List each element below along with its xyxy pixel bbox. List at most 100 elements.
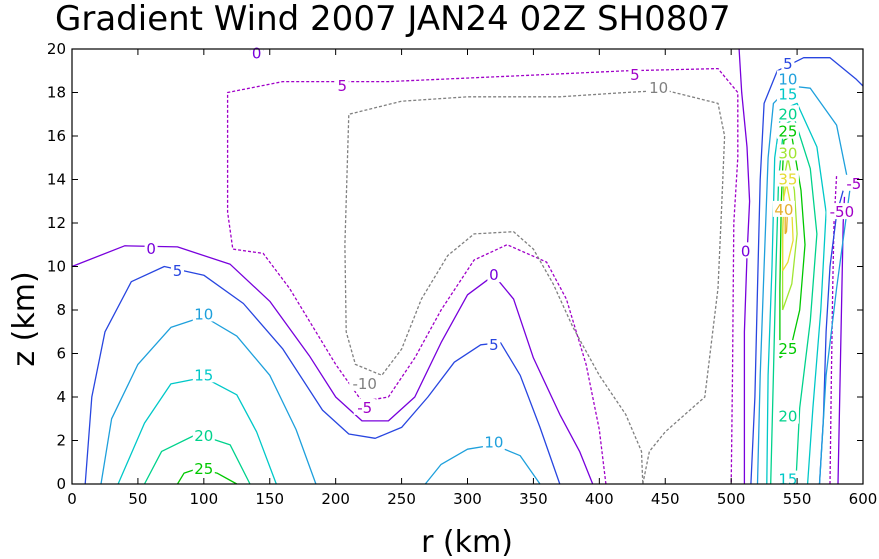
x-tick-label-7: 350 (519, 490, 548, 508)
contour-label-21: 0 (489, 266, 499, 284)
contour-label-5: 10 (778, 70, 797, 88)
contour-label-14: 0 (741, 242, 751, 260)
contour-label-10: 35 (778, 171, 797, 189)
contour-label-22: 5 (489, 336, 499, 354)
y-axis-label: z (km) (7, 271, 42, 366)
contour-label-20: 25 (194, 460, 213, 478)
contour-label-bg-16 (171, 261, 184, 278)
contour-label-8: 25 (778, 123, 797, 141)
contour-layer (71, 48, 864, 485)
contour-label-bg-10 (776, 170, 799, 187)
contour-line-level-10-seg-2 (756, 85, 851, 485)
contour-label-23: 10 (484, 434, 503, 452)
contour-label-bg-25 (353, 398, 376, 415)
contour-label-0: 0 (252, 44, 262, 62)
contour-label-28: 15 (778, 471, 797, 489)
x-tick-label-8: 400 (585, 490, 614, 508)
contour-line-level-0-seg-2 (738, 48, 751, 484)
contour-line-level-5-seg-0 (84, 265, 561, 485)
contour-label-bg-5 (776, 70, 799, 87)
x-tick-label-0: 0 (67, 490, 77, 508)
x-tick-label-12: 600 (849, 490, 878, 508)
x-tick-label-11: 550 (783, 490, 812, 508)
contour-line-level-5-seg-1 (750, 57, 864, 485)
contour-label-layer: 05510510152025303540-5-50005101520250510… (144, 44, 865, 489)
contour-line-level-0-seg-1 (71, 245, 594, 485)
contour-label-4: 5 (783, 55, 793, 73)
contour-label-15: 0 (146, 240, 156, 258)
contour-label-bg-15 (144, 240, 158, 257)
y-tick-label-1: 2 (56, 432, 66, 450)
contour-label-27: 20 (778, 408, 797, 426)
contour-label-17: 10 (194, 305, 213, 323)
contour-label-bg-8 (776, 122, 799, 139)
x-tick-label-4: 200 (321, 490, 350, 508)
contour-label-19: 20 (194, 427, 213, 445)
contour-line-level-25-seg-1 (779, 135, 806, 359)
contour-label-bg-6 (776, 85, 799, 102)
contour-label-bg-20 (192, 459, 215, 476)
contour-line-level--10-seg-0 (344, 89, 726, 485)
y-tick-label-0: 0 (56, 475, 66, 493)
contour-label-bg-7 (776, 105, 799, 122)
tick-layer: 0 50 100 150 200 250 300 350 400 450 500 550 6000246… (47, 40, 877, 508)
contour-label-11: 40 (774, 201, 793, 219)
contour-label-3: 10 (649, 79, 668, 97)
y-tick-label-5: 10 (47, 258, 66, 276)
x-tick-label-9: 450 (651, 490, 680, 508)
contour-label-bg-26 (776, 340, 799, 357)
contour-label-bg-1 (335, 77, 349, 93)
y-tick-label-10: 20 (47, 40, 66, 58)
y-tick-label-7: 14 (47, 171, 66, 189)
contour-label-bg-14 (739, 242, 753, 259)
contour-label-26: 25 (778, 340, 797, 358)
contour-line-level-15-seg-1 (766, 102, 827, 485)
chart-title: Gradient Wind 2007 JAN24 02Z SH0807 (55, 0, 731, 39)
x-tick-label-5: 250 (387, 490, 416, 508)
contour-label-13: -50 (830, 203, 855, 221)
contour-label-bg-18 (192, 366, 215, 383)
contour-label-24: -10 (352, 375, 377, 393)
contour-label-9: 30 (778, 144, 797, 162)
contour-label-bg-12 (842, 174, 865, 191)
contour-label-bg-4 (781, 55, 795, 72)
contour-label-bg-27 (776, 407, 799, 424)
contour-label-bg-17 (192, 305, 215, 322)
contour-label-bg-24 (349, 374, 381, 391)
x-tick-label-3: 150 (255, 490, 284, 508)
contour-label-bg-11 (772, 200, 795, 217)
y-tick-label-8: 16 (47, 127, 66, 145)
contour-label-16: 5 (173, 262, 183, 280)
x-tick-label-2: 100 (190, 490, 219, 508)
contour-label-18: 15 (194, 366, 213, 384)
x-tick-label-6: 300 (453, 490, 482, 508)
contour-label-bg-22 (487, 335, 501, 352)
y-tick-label-2: 4 (56, 388, 66, 406)
contour-label-1: 5 (338, 77, 348, 95)
contour-label-7: 20 (778, 105, 797, 123)
contour-label-bg-2 (628, 66, 642, 83)
contour-line-level-35-seg-0 (781, 183, 794, 272)
contour-label-bg-9 (776, 144, 799, 161)
contour-line-level-10-seg-1 (424, 444, 541, 485)
y-tick-label-6: 12 (47, 214, 66, 232)
y-tick-label-9: 18 (47, 84, 66, 102)
contour-label-bg-21 (487, 266, 501, 283)
x-tick-label-1: 50 (128, 490, 147, 508)
contour-label-6: 15 (778, 86, 797, 104)
contour-line-level--5-seg-0 (226, 67, 739, 485)
contour-label-bg-28 (776, 470, 799, 487)
x-axis-label: r (km) (421, 525, 513, 559)
contour-label-2: 5 (630, 66, 640, 84)
contour-label-bg-3 (647, 79, 670, 96)
contour-label-12: -5 (846, 175, 861, 193)
y-tick-label-3: 6 (56, 345, 66, 363)
contour-label-bg-13 (826, 203, 858, 220)
contour-label-bg-23 (482, 433, 505, 450)
contour-label-25: -5 (357, 399, 372, 417)
contour-label-bg-19 (192, 427, 215, 444)
y-tick-label-4: 8 (56, 301, 66, 319)
x-tick-label-10: 500 (717, 490, 746, 508)
